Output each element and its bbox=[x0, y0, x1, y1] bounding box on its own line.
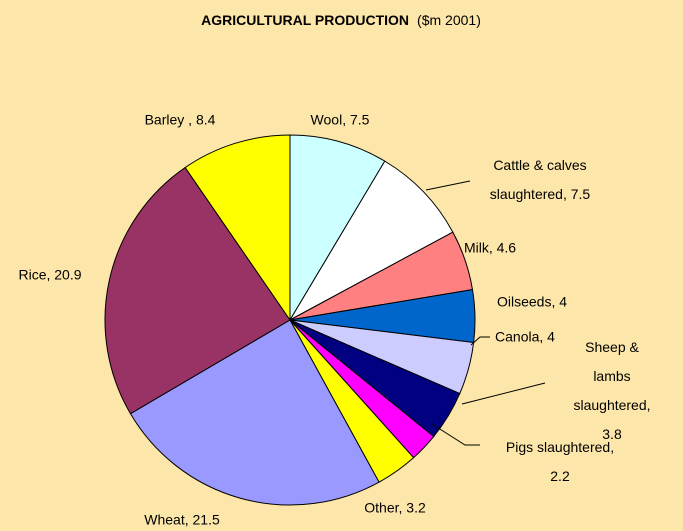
slice-label: Sheep & lambs slaughtered, 3.8 bbox=[573, 339, 651, 442]
slice bbox=[129, 319, 380, 506]
slice-label: Canola, 4 bbox=[495, 328, 555, 345]
slice bbox=[289, 134, 386, 322]
slice-label: Milk, 4.6 bbox=[463, 239, 517, 256]
slice-label: Barley , 8.4 bbox=[144, 111, 216, 128]
slice-label: Rice, 20.9 bbox=[18, 266, 82, 283]
slice-label: Other, 3.2 bbox=[364, 499, 426, 516]
slice-label: Cattle & calves slaughtered, 7.5 bbox=[489, 157, 591, 202]
slice-label: Wheat, 21.5 bbox=[144, 511, 220, 528]
chart-title: AGRICULTURAL PRODUCTION bbox=[201, 12, 409, 28]
leader-line bbox=[461, 382, 546, 405]
leader-line bbox=[431, 423, 480, 446]
leader-line bbox=[425, 180, 471, 191]
chart-subtitle: ($m 2001) bbox=[417, 12, 481, 28]
slice bbox=[184, 134, 291, 322]
slice bbox=[288, 160, 454, 322]
pie bbox=[104, 134, 476, 506]
slice-label: Wool, 7.5 bbox=[310, 111, 370, 128]
slice bbox=[104, 166, 291, 415]
chart-heading: AGRICULTURAL PRODUCTION ($m 2001) bbox=[201, 12, 481, 28]
slice-label: Pigs slaughtered, 2.2 bbox=[505, 439, 615, 484]
slice-label: Oilseeds, 4 bbox=[496, 293, 568, 310]
leader-lines bbox=[425, 180, 546, 446]
leader-line bbox=[470, 336, 490, 346]
